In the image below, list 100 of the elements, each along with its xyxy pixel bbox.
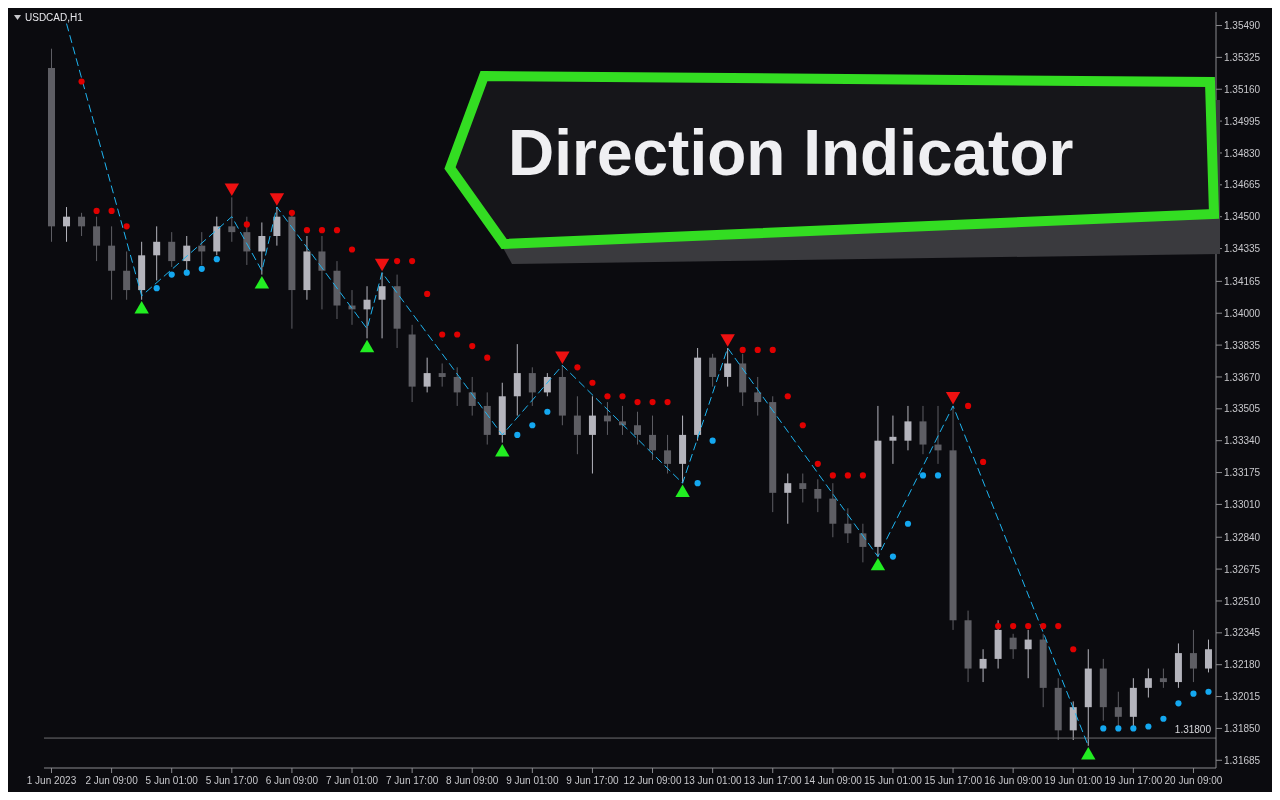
y-tick-label: 1.32345 bbox=[1224, 627, 1261, 639]
point bbox=[754, 346, 761, 354]
y-tick-label: 1.32510 bbox=[1224, 595, 1261, 607]
point bbox=[168, 271, 175, 278]
point bbox=[333, 227, 341, 234]
y-tick-label: 1.32180 bbox=[1224, 659, 1261, 671]
point bbox=[889, 553, 897, 560]
point bbox=[1040, 622, 1047, 630]
y-tick-label: 1.34665 bbox=[1224, 179, 1261, 191]
candlestick bbox=[468, 376, 476, 417]
candlestick bbox=[784, 473, 792, 525]
point bbox=[454, 331, 461, 338]
point bbox=[123, 223, 130, 230]
x-tick-label: 2 Jun 09:00 bbox=[85, 775, 139, 786]
point bbox=[649, 398, 656, 406]
point bbox=[409, 258, 416, 265]
point bbox=[108, 207, 115, 214]
point bbox=[469, 342, 476, 350]
point bbox=[1010, 622, 1017, 630]
point bbox=[374, 258, 390, 272]
candlestick bbox=[649, 415, 657, 461]
candlestick bbox=[979, 648, 987, 683]
x-tick-label: 14 Jun 09:00 bbox=[803, 775, 863, 786]
candlestick bbox=[919, 405, 927, 455]
candlestick bbox=[1144, 668, 1152, 699]
x-tick-label: 15 Jun 17:00 bbox=[924, 775, 983, 786]
candlestick bbox=[889, 415, 897, 465]
point bbox=[964, 402, 972, 410]
point bbox=[619, 393, 626, 400]
candlestick bbox=[664, 434, 672, 475]
x-tick-label: 7 Jun 01:00 bbox=[325, 775, 379, 786]
x-tick-label: 8 Jun 09:00 bbox=[446, 775, 499, 786]
candlestick bbox=[423, 357, 431, 393]
x-tick-label: 19 Jun 17:00 bbox=[1104, 775, 1163, 786]
y-tick-label: 1.34335 bbox=[1224, 243, 1261, 255]
y-tick-label: 1.33505 bbox=[1224, 403, 1261, 415]
y-tick-label: 1.34000 bbox=[1224, 307, 1261, 319]
candlestick bbox=[453, 366, 461, 407]
point bbox=[784, 393, 791, 400]
point bbox=[424, 290, 431, 298]
x-tick-label: 15 Jun 01:00 bbox=[864, 775, 923, 786]
point bbox=[1081, 747, 1096, 760]
point bbox=[814, 460, 821, 467]
x-tick-label: 9 Jun 17:00 bbox=[566, 775, 620, 786]
point bbox=[439, 331, 446, 338]
point bbox=[1100, 725, 1107, 732]
point bbox=[604, 393, 611, 400]
point bbox=[348, 246, 356, 253]
point bbox=[995, 622, 1002, 630]
y-tick-label: 1.33010 bbox=[1224, 498, 1261, 510]
candlestick bbox=[634, 411, 641, 446]
point bbox=[980, 458, 987, 466]
candlestick bbox=[258, 221, 266, 276]
y-tick-label: 1.32840 bbox=[1224, 531, 1261, 543]
x-tick-label: 1 Jun 2023 bbox=[26, 775, 77, 786]
candlestick bbox=[1024, 629, 1032, 679]
candlestick bbox=[153, 225, 161, 281]
point bbox=[574, 364, 581, 371]
y-tick-label: 1.35325 bbox=[1224, 51, 1261, 63]
y-tick-label: 1.33835 bbox=[1224, 339, 1261, 351]
point bbox=[1055, 622, 1062, 630]
candlestick bbox=[904, 405, 912, 451]
point bbox=[153, 285, 160, 292]
candlestick bbox=[93, 216, 101, 262]
y-tick-label: 1.32675 bbox=[1224, 563, 1261, 575]
candlestick bbox=[754, 376, 762, 417]
y-tick-label: 1.31685 bbox=[1224, 754, 1261, 766]
point bbox=[634, 398, 641, 406]
point bbox=[213, 256, 220, 263]
x-tick-label: 9 Jun 01:00 bbox=[506, 775, 559, 786]
point bbox=[394, 258, 401, 265]
x-tick-label: 13 Jun 01:00 bbox=[683, 775, 742, 786]
candlestick bbox=[814, 478, 822, 513]
point bbox=[544, 408, 551, 415]
candlestick bbox=[228, 196, 236, 243]
x-tick-label: 7 Jun 17:00 bbox=[386, 775, 439, 786]
candlestick bbox=[528, 366, 536, 407]
point bbox=[904, 520, 912, 527]
y-tick-label: 1.33175 bbox=[1224, 467, 1261, 479]
point bbox=[318, 227, 326, 234]
point bbox=[78, 78, 85, 85]
candlestick bbox=[573, 395, 581, 455]
point bbox=[859, 472, 866, 479]
ref-line-label: 1.31800 bbox=[1174, 724, 1212, 736]
point bbox=[198, 265, 205, 272]
point bbox=[709, 437, 716, 444]
point bbox=[1145, 723, 1152, 730]
candlestick bbox=[378, 272, 386, 339]
point bbox=[934, 472, 942, 479]
x-tick-label: 20 Jun 09:00 bbox=[1164, 775, 1223, 786]
y-tick-label: 1.31850 bbox=[1224, 722, 1261, 734]
candlestick bbox=[168, 231, 176, 268]
candlestick bbox=[799, 473, 807, 503]
candlestick bbox=[513, 343, 521, 417]
candlestick bbox=[123, 250, 131, 301]
y-tick-label: 1.33340 bbox=[1224, 435, 1261, 447]
y-tick-label: 1.34500 bbox=[1224, 211, 1261, 223]
point bbox=[739, 346, 746, 354]
candlestick bbox=[618, 405, 626, 436]
point bbox=[183, 269, 190, 276]
